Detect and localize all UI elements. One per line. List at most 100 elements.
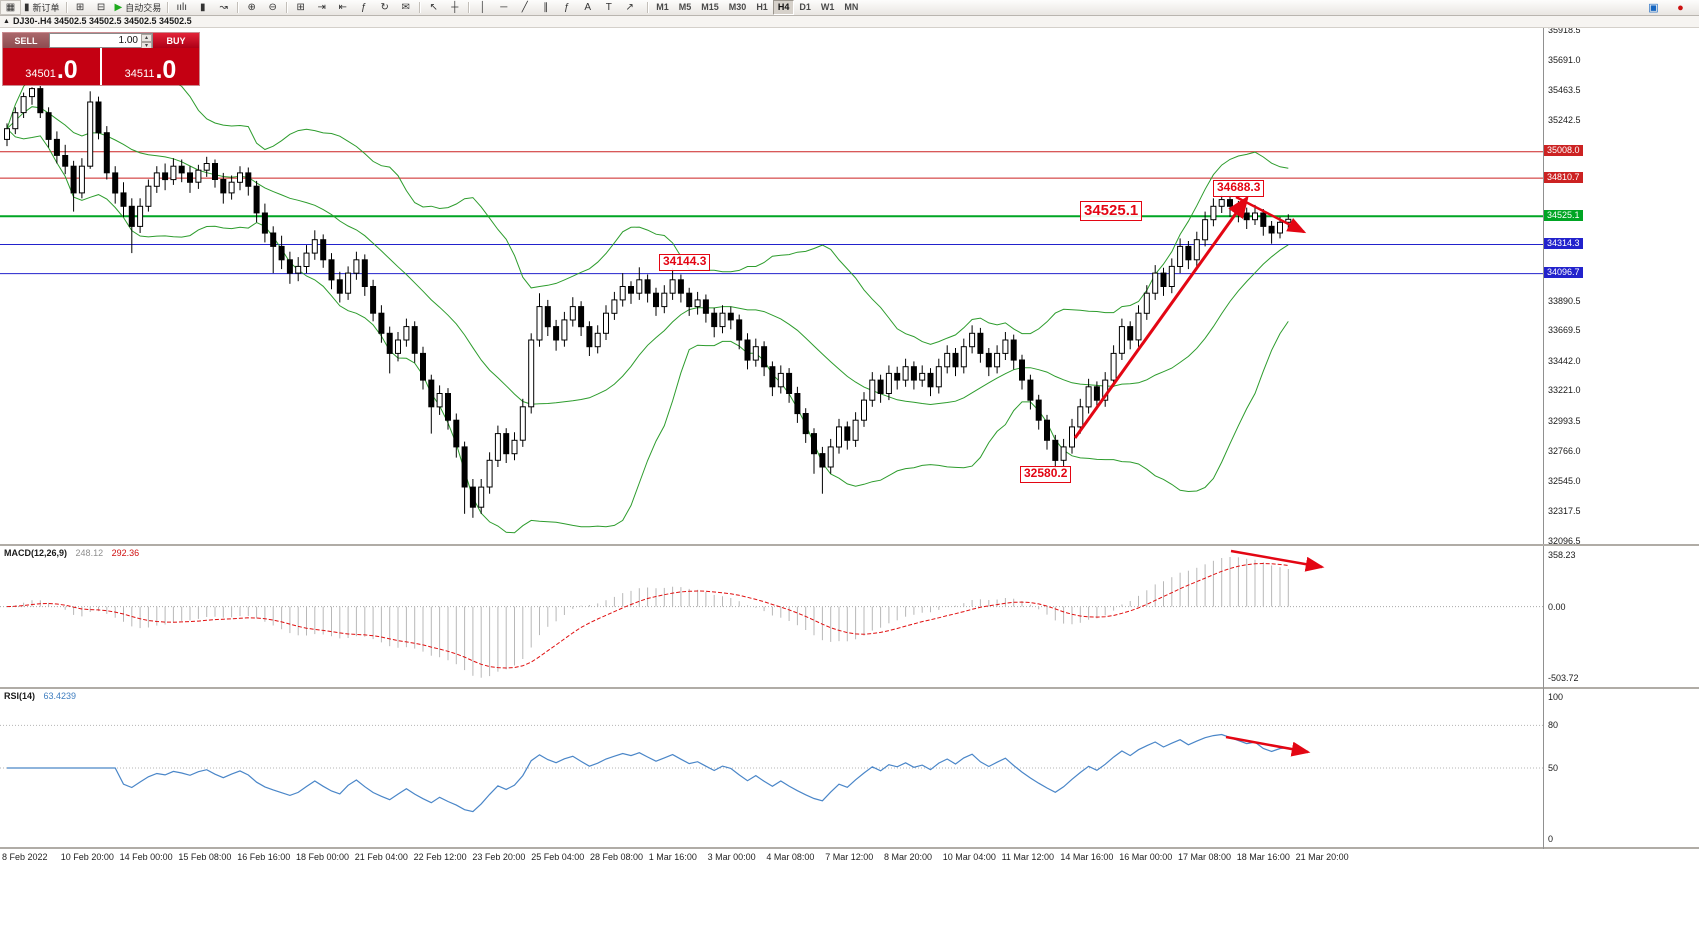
buy-price-main: 34511: [124, 68, 155, 80]
toolbar-separator: [237, 2, 239, 13]
chart-title: DJ30-.H4 34502.5 34502.5 34502.5 34502.5: [12, 16, 192, 26]
timeframe-h1[interactable]: H1: [756, 2, 768, 12]
chart-window-icon[interactable]: ▣: [1648, 1, 1659, 14]
toolbar-left-groups: ▦ ▮ 新订单 ⊞ ⊟ ▶ 自动交易 ıılı ▮ ↝ ⊕ ⊖ ⊞ ⇥ ⇤ ƒ ↻ ✉ ↖ ┼ │ ─ ╱ ∥ ƒ A T ↗: [0, 0, 640, 15]
time-tick: 18 Mar 16:00: [1236, 852, 1290, 862]
new-order-button-label: 新订单: [32, 3, 60, 13]
rsi-canvas[interactable]: [0, 689, 1699, 849]
time-tick: 14 Mar 16:00: [1060, 852, 1114, 862]
trendline-icon[interactable]: ╱: [521, 1, 528, 13]
time-tick: 10 Feb 20:00: [60, 852, 114, 862]
chart-title-bar: ▲ DJ30-.H4 34502.5 34502.5 34502.5 34502…: [0, 15, 1699, 28]
time-tick: 10 Mar 04:00: [942, 852, 996, 862]
timeframe-m30[interactable]: M30: [728, 2, 747, 12]
text-icon[interactable]: A: [584, 1, 592, 13]
time-tick: 7 Mar 12:00: [825, 852, 874, 862]
time-tick: 22 Feb 12:00: [413, 852, 467, 862]
templates-icon[interactable]: ✉: [401, 1, 410, 13]
bar-chart-icon[interactable]: ıılı: [176, 1, 188, 13]
timeframe-m1[interactable]: M1: [656, 2, 669, 12]
time-tick: 23 Feb 20:00: [472, 852, 526, 862]
rsi-label: RSI(14) 63.4239: [4, 691, 77, 701]
time-tick: 16 Feb 16:00: [237, 852, 291, 862]
time-tick: 21 Feb 04:00: [354, 852, 408, 862]
chart-tab-icon: ▲: [3, 17, 10, 25]
one-click-trading-panel: SELL 1.00 ▴ ▾ BUY 34501 .0 34511 .0: [3, 33, 199, 85]
channel-icon[interactable]: ∥: [543, 1, 549, 13]
macd-canvas[interactable]: [0, 546, 1699, 689]
autotrading-button[interactable]: ▶ 自动交易: [112, 0, 165, 15]
time-tick: 14 Feb 00:00: [119, 852, 173, 862]
charts-window-icon[interactable]: ⊟: [96, 1, 106, 13]
label-icon[interactable]: T: [605, 1, 612, 13]
time-tick: 8 Feb 2022: [2, 852, 48, 862]
alert-icon[interactable]: ●: [1677, 1, 1684, 14]
volume-value[interactable]: 1.00: [118, 35, 138, 46]
time-tick: 21 Mar 20:00: [1295, 852, 1349, 862]
auto-scroll-icon[interactable]: ⇥: [317, 1, 326, 13]
toolbar: ▦ ▮ 新订单 ⊞ ⊟ ▶ 自动交易 ıılı ▮ ↝ ⊕ ⊖ ⊞ ⇥ ⇤ ƒ ↻ ✉ ↖ ┼ │ ─ ╱ ∥ ƒ A T ↗ M1 M…: [0, 0, 1699, 16]
line-chart-icon[interactable]: ↝: [219, 1, 228, 13]
volume-input[interactable]: 1.00 ▴ ▾: [49, 33, 153, 50]
toolbar-separator: [167, 2, 169, 13]
timeframe-w1[interactable]: W1: [820, 2, 835, 12]
sell-price-button[interactable]: 34501 .0: [3, 48, 100, 85]
sell-price-main: 34501: [25, 68, 56, 80]
chart-shift-icon[interactable]: ⇤: [338, 1, 347, 13]
zoom-in-icon[interactable]: ⊕: [247, 1, 256, 13]
buy-button[interactable]: BUY: [153, 33, 199, 48]
new-order-button[interactable]: ▮ 新订单: [21, 0, 63, 15]
crosshair-icon[interactable]: ┼: [451, 1, 459, 13]
macd-signal-value: 292.36: [111, 548, 140, 558]
buy-price-pips: .0: [155, 56, 177, 84]
candlestick-chart-icon[interactable]: ▮: [199, 1, 206, 13]
timeframe-mn[interactable]: MN: [844, 2, 859, 12]
fibonacci-icon[interactable]: ƒ: [563, 1, 570, 13]
buy-price-button[interactable]: 34511 .0: [102, 48, 199, 85]
rsi-value: 63.4239: [43, 691, 77, 701]
timeframe-toolbar: M1 M5 M15 M30 H1 H4 D1 W1 MN: [644, 0, 863, 15]
arrows-icon[interactable]: ↗: [625, 1, 634, 13]
time-tick: 1 Mar 16:00: [648, 852, 697, 862]
time-tick: 18 Feb 00:00: [296, 852, 350, 862]
new-order-icon: ▮: [24, 1, 30, 13]
zoom-out-icon[interactable]: ⊖: [268, 1, 277, 13]
time-tick: 15 Feb 08:00: [178, 852, 232, 862]
cursor-icon[interactable]: ↖: [429, 1, 438, 13]
indicators-icon[interactable]: ƒ: [360, 1, 367, 13]
macd-label: MACD(12,26,9) 248.12 292.36: [4, 548, 140, 558]
time-tick: 16 Mar 00:00: [1119, 852, 1173, 862]
macd-main-value: 248.12: [75, 548, 104, 558]
sell-price-pips: .0: [56, 56, 78, 84]
toolbar-separator: [286, 2, 288, 13]
toolbar-separator: [468, 2, 470, 13]
timeframe-h4[interactable]: H4: [772, 0, 795, 15]
autotrading-icon: ▶: [114, 1, 123, 13]
time-tick: 3 Mar 00:00: [707, 852, 756, 862]
time-tick: 28 Feb 08:00: [590, 852, 644, 862]
macd-panel[interactable]: MACD(12,26,9) 248.12 292.36 358.23 0.00 -5…: [0, 544, 1699, 689]
main-chart-panel[interactable]: 35918.5 35691.0 35463.5 35242.5 33890.5 33669…: [0, 25, 1699, 546]
time-tick: 17 Mar 08:00: [1178, 852, 1232, 862]
candlestick-chart-canvas[interactable]: [0, 28, 1699, 544]
volume-spinner: ▴ ▾: [141, 34, 152, 50]
sell-button[interactable]: SELL: [3, 33, 49, 48]
horizontal-line-icon[interactable]: ─: [500, 1, 508, 13]
time-tick: 8 Mar 20:00: [884, 852, 933, 862]
vertical-line-icon[interactable]: │: [479, 1, 486, 13]
rsi-panel[interactable]: RSI(14) 63.4239 100 80 50 0: [0, 687, 1699, 849]
timeframe-m15[interactable]: M15: [701, 2, 719, 12]
time-tick: 25 Feb 04:00: [531, 852, 585, 862]
autotrading-button-label: 自动交易: [125, 3, 162, 13]
toolbar-separator: [647, 2, 649, 13]
toolbar-right-icons: ▣ ●: [1643, 0, 1699, 15]
timeframe-m5[interactable]: M5: [678, 2, 692, 12]
profiles-icon[interactable]: ⊞: [75, 1, 85, 13]
new-chart-icon[interactable]: ▦: [0, 0, 21, 15]
periods-icon[interactable]: ↻: [380, 1, 389, 13]
time-axis[interactable]: 8 Feb 2022 10 Feb 20:00 14 Feb 00:00 15 Feb…: [0, 847, 1699, 865]
volume-up-arrow-icon[interactable]: ▴: [141, 34, 152, 42]
tile-windows-icon[interactable]: ⊞: [296, 1, 305, 13]
timeframe-d1[interactable]: D1: [799, 2, 811, 12]
toolbar-separator: [419, 2, 421, 13]
